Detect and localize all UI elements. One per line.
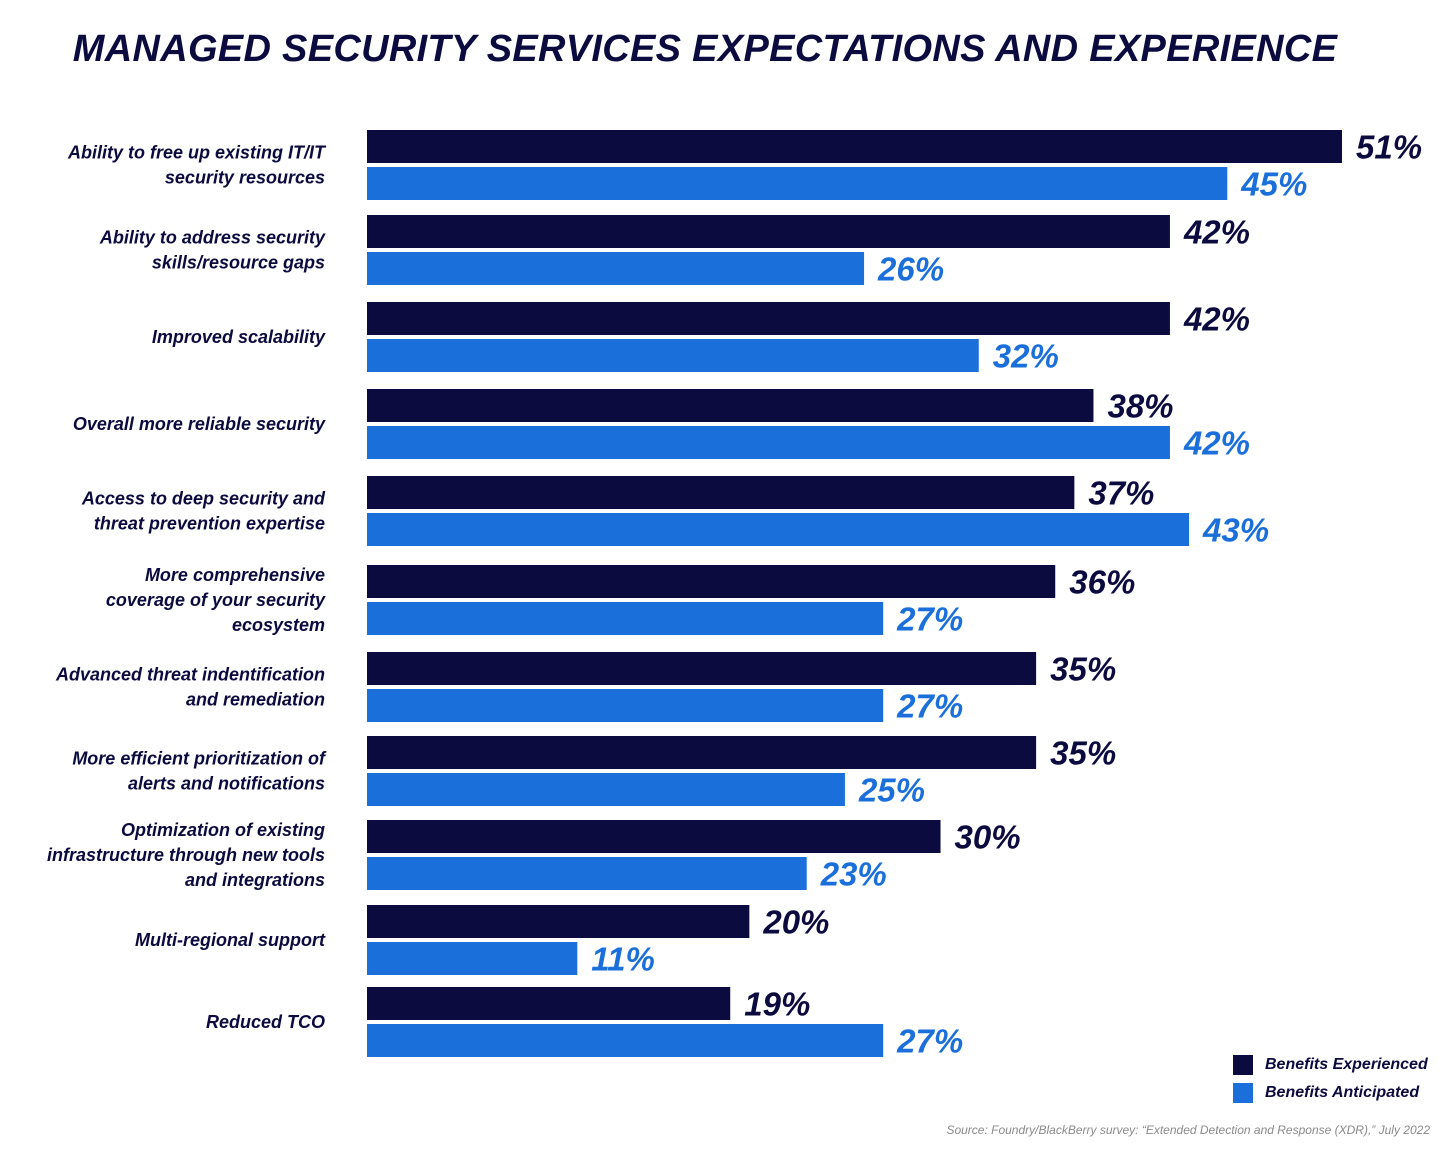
bar-experienced [367,905,750,938]
legend-item-anticipated: Benefits Anticipated [1233,1080,1428,1106]
legend-label-anticipated: Benefits Anticipated [1265,1084,1420,1101]
bar-experienced [367,476,1075,509]
bar-experienced [367,736,1037,769]
bar-anticipated [367,857,807,890]
source-note: Source: Foundry/BlackBerry survey: “Exte… [946,1123,1430,1137]
bar-anticipated [367,942,578,975]
bar-anticipated [367,339,979,372]
data-label-experienced: 36% [1069,564,1135,601]
data-label-experienced: 51% [1356,129,1422,166]
legend-item-experienced: Benefits Experienced [1233,1052,1428,1078]
legend-swatch-experienced [1233,1055,1253,1075]
data-label-experienced: 35% [1050,651,1116,688]
bar-experienced [367,565,1056,598]
bar-experienced [367,987,731,1020]
data-label-anticipated: 45% [1240,166,1307,203]
data-label-experienced: 37% [1088,475,1154,512]
bar-experienced [367,302,1170,335]
category-label: More comprehensive coverage of your secur… [106,565,326,635]
data-label-experienced: 19% [744,986,810,1023]
category-label: Access to deep security and threat preven… [81,489,326,534]
bar-anticipated [367,773,845,806]
bar-experienced [367,652,1037,685]
data-label-experienced: 42% [1183,214,1250,251]
data-label-anticipated: 42% [1183,425,1250,462]
category-label: Improved scalability [152,327,326,347]
bar-anticipated [367,1024,884,1057]
data-label-experienced: 42% [1183,301,1250,338]
bar-anticipated [367,689,884,722]
category-label: Reduced TCO [206,1012,325,1032]
data-label-anticipated: 25% [858,772,925,809]
data-label-experienced: 30% [955,819,1021,856]
data-label-anticipated: 32% [993,338,1059,375]
bar-anticipated [367,602,884,635]
data-label-anticipated: 27% [896,688,963,725]
data-label-experienced: 35% [1050,735,1116,772]
category-label: Advanced threat indentification and remed… [55,665,325,710]
chart-title: MANAGED SECURITY SERVICES EXPECTATIONS A… [72,28,1338,70]
category-label: Multi-regional support [135,930,326,950]
data-label-experienced: 20% [762,904,829,941]
legend: Benefits Experienced Benefits Anticipate… [1233,1052,1428,1108]
bar-experienced [367,215,1170,248]
legend-swatch-anticipated [1233,1083,1253,1103]
data-label-anticipated: 43% [1202,512,1269,549]
category-label: Optimization of existing infrastructure t… [47,820,325,890]
category-label: Overall more reliable security [73,414,326,434]
data-label-anticipated: 11% [591,941,655,978]
category-label: Ability to free up existing IT/IT securit… [67,143,327,188]
bar-experienced [367,820,941,853]
bar-anticipated [367,167,1228,200]
bar-anticipated [367,252,865,285]
category-label: More efficient prioritization of alerts a… [72,749,327,794]
bar-experienced [367,389,1094,422]
data-label-anticipated: 27% [896,601,963,638]
data-label-anticipated: 26% [877,251,944,288]
data-label-anticipated: 27% [896,1023,963,1060]
category-label: Ability to address security skills/resour… [99,228,326,273]
data-label-experienced: 38% [1107,388,1173,425]
bar-experienced [367,130,1342,163]
data-label-anticipated: 23% [820,856,887,893]
bar-anticipated [367,513,1190,546]
bar-anticipated [367,426,1170,459]
legend-label-experienced: Benefits Experienced [1265,1056,1428,1073]
